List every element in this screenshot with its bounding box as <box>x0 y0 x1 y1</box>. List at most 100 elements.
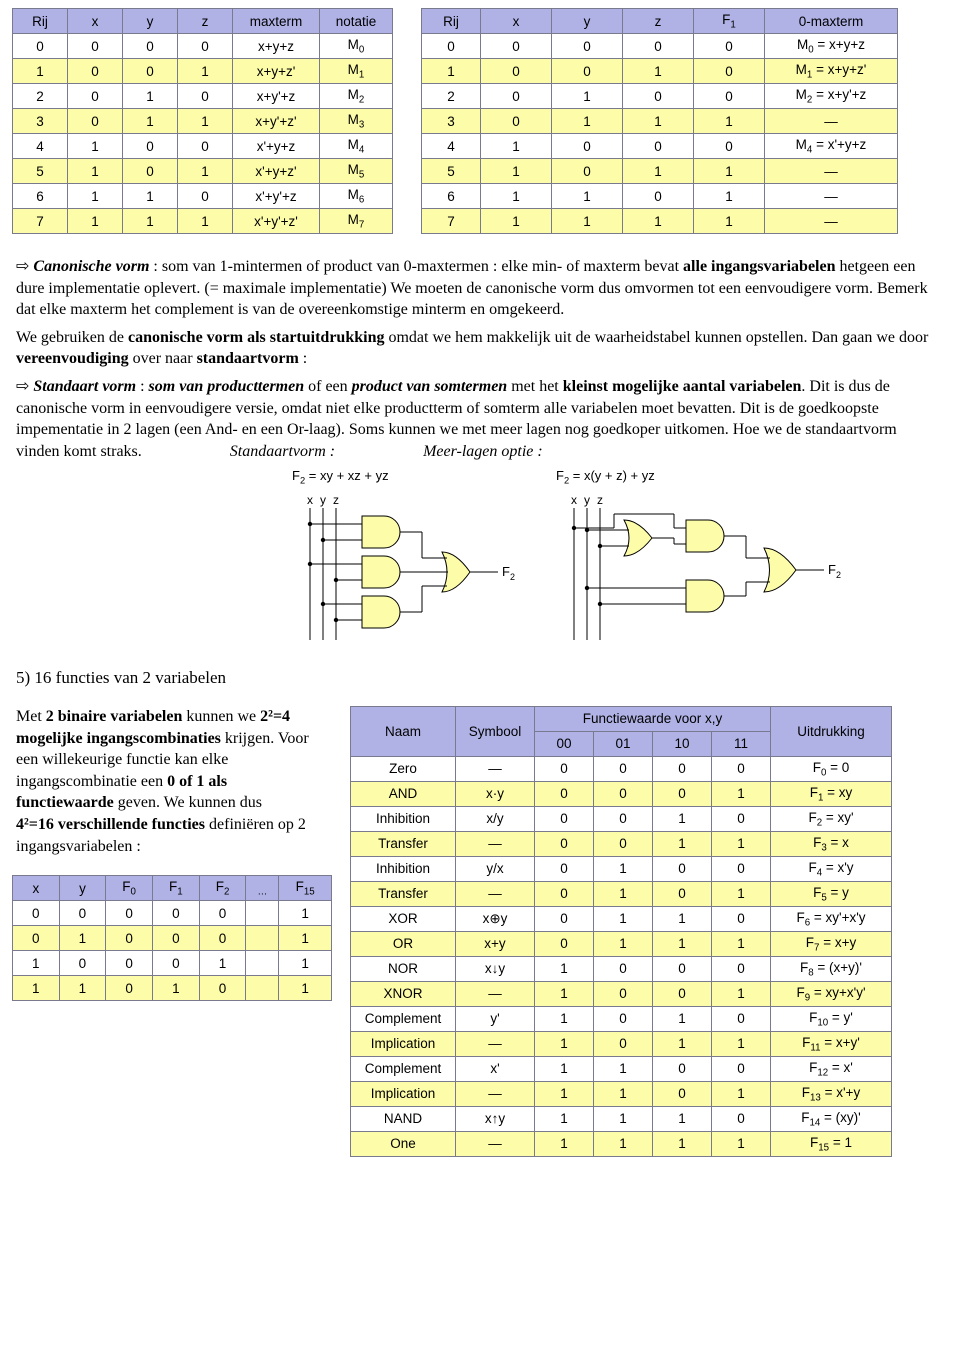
table-cell: 0 <box>653 981 712 1006</box>
diagram-meerlagen: F2 = x(y + z) + yz x y z F2 <box>556 468 856 640</box>
table-cell: 1 <box>123 84 178 109</box>
table-cell: 0 <box>694 34 765 59</box>
svg-text:F: F <box>502 564 510 579</box>
table-cell: 0 <box>481 109 552 134</box>
table-cell: 0 <box>712 1056 771 1081</box>
table-cell: 1 <box>535 981 594 1006</box>
table-cell: 1 <box>594 1056 653 1081</box>
table-cell: 1 <box>152 976 199 1001</box>
table-cell: 1 <box>653 906 712 931</box>
table-cell: 1 <box>481 209 552 234</box>
table-cell: 6 <box>13 184 68 209</box>
table-cell: x'+y'+z <box>233 184 320 209</box>
svg-text:z: z <box>597 493 603 507</box>
table-header: 00 <box>535 731 594 756</box>
table-cell: 0 <box>552 59 623 84</box>
table-cell: OR <box>351 931 456 956</box>
table-cell: 0 <box>712 906 771 931</box>
table-cell: M1 = x+y+z' <box>765 59 898 84</box>
table-cell: 0 <box>68 59 123 84</box>
table-cell: 0 <box>535 806 594 831</box>
table-cell: 0 <box>152 926 199 951</box>
table-cell: x+y+z <box>233 34 320 59</box>
diagram-standaartvorm: F2 = xy + xz + yz x y z <box>292 468 532 640</box>
table-cell: 0 <box>712 1106 771 1131</box>
table-cell: 2 <box>13 84 68 109</box>
table-row: One—1111F15 = 1 <box>351 1131 892 1156</box>
table-cell: — <box>456 756 535 781</box>
table-cell: 0 <box>653 1056 712 1081</box>
svg-text:2: 2 <box>836 570 841 580</box>
table-cell: 1 <box>59 926 106 951</box>
table-cell: 1 <box>712 831 771 856</box>
table-cell: F9 = xy+x'y' <box>771 981 892 1006</box>
table-cell: 0 <box>106 926 153 951</box>
table-cell: 1 <box>279 926 332 951</box>
table-cell: 0 <box>481 84 552 109</box>
table-cell: 0 <box>653 956 712 981</box>
diagram-right-title: F2 = x(y + z) + yz <box>556 468 856 486</box>
table-row: 3011x+y'+z'M3 <box>13 109 393 134</box>
table-cell: One <box>351 1131 456 1156</box>
table-cell: 0 <box>178 134 233 159</box>
table-cell: 1 <box>178 209 233 234</box>
table-row: XNOR—1001F9 = xy+x'y' <box>351 981 892 1006</box>
table-cell: 0 <box>712 806 771 831</box>
table-cell: 1 <box>653 1106 712 1131</box>
table-cell: F5 = y <box>771 881 892 906</box>
table-cell: M2 <box>320 84 393 109</box>
table-cell: — <box>456 831 535 856</box>
table-cell: 0 <box>594 806 653 831</box>
table-header: F15 <box>279 876 332 901</box>
table-cell: 1 <box>123 184 178 209</box>
table-header: y <box>123 9 178 34</box>
svg-text:x: x <box>307 493 313 507</box>
section-5-title: 5) 16 functies van 2 variabelen <box>16 668 944 688</box>
table-cell: AND <box>351 781 456 806</box>
table-row: Zero—0000F0 = 0 <box>351 756 892 781</box>
table-cell: 0 <box>68 109 123 134</box>
table-cell: x+y <box>456 931 535 956</box>
top-tables-row: Rijxyzmaxtermnotatie0000x+y+zM01001x+y+z… <box>12 8 948 234</box>
table-cell: Complement <box>351 1056 456 1081</box>
table-header: F2 <box>199 876 246 901</box>
table-cell: 1 <box>178 159 233 184</box>
table-cell: 0 <box>552 34 623 59</box>
table-header: z <box>178 9 233 34</box>
table-cell <box>246 976 279 1001</box>
table-cell: 1 <box>694 159 765 184</box>
table-row: 0000x+y+zM0 <box>13 34 393 59</box>
table-cell: 1 <box>535 1106 594 1131</box>
table-row: 000001 <box>13 901 332 926</box>
table-cell: 0 <box>653 881 712 906</box>
table-cell: — <box>456 881 535 906</box>
table-cell: 3 <box>13 109 68 134</box>
table-row: 30111— <box>422 109 898 134</box>
table-cell: 1 <box>123 109 178 134</box>
table-cell: XOR <box>351 906 456 931</box>
table-cell: 1 <box>178 109 233 134</box>
table-cell: 1 <box>68 209 123 234</box>
table-header: Functiewaarde voor x,y <box>535 706 771 731</box>
table-cell: x⊕y <box>456 906 535 931</box>
table-cell: 1 <box>712 1081 771 1106</box>
table-cell: 0 <box>13 926 60 951</box>
table-cell: x↑y <box>456 1106 535 1131</box>
table-header: 11 <box>712 731 771 756</box>
table-cell: 1 <box>594 856 653 881</box>
table-cell: 6 <box>422 184 481 209</box>
table-cell: x'+y+z <box>233 134 320 159</box>
table-cell: M1 <box>320 59 393 84</box>
table-row: Complementy'1010F10 = y' <box>351 1006 892 1031</box>
table-cell: x↓y <box>456 956 535 981</box>
table-row: 6110x'+y'+zM6 <box>13 184 393 209</box>
table-cell: 0 <box>653 1081 712 1106</box>
table-cell: 1 <box>535 1056 594 1081</box>
table-cell: M0 <box>320 34 393 59</box>
table-cell: F4 = x'y <box>771 856 892 881</box>
table-cell: 0 <box>712 956 771 981</box>
table-cell: 1 <box>594 881 653 906</box>
table-cell: M3 <box>320 109 393 134</box>
paragraph-standaart: ⇨ Standaart vorm : som van producttermen… <box>16 376 944 462</box>
table-header: … <box>246 876 279 901</box>
